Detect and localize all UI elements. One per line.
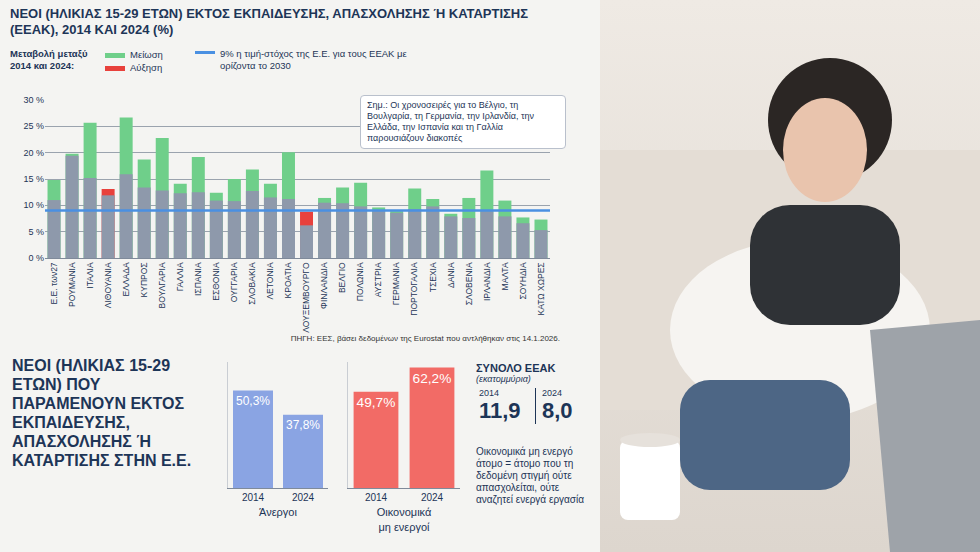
svg-text:62,2%: 62,2% — [413, 371, 452, 386]
svg-text:2024: 2024 — [421, 492, 444, 503]
svg-text:ΙΤΑΛΙΑ: ΙΤΑΛΙΑ — [85, 262, 95, 289]
svg-text:25 %: 25 % — [23, 121, 44, 131]
svg-text:10 %: 10 % — [23, 200, 44, 210]
svg-text:ΣΟΥΗΔΙΑ: ΣΟΥΗΔΙΑ — [518, 262, 528, 299]
html-text:8,0: 8,0 — [542, 398, 573, 423]
svg-text:Οικονομικάμη ενεργοί: Οικονομικάμη ενεργοί — [377, 506, 432, 532]
svg-text:ΙΣΠΑΝΙΑ: ΙΣΠΑΝΙΑ — [193, 262, 203, 296]
html-text:2024: 2024 — [542, 388, 562, 398]
svg-text:ΑΥΣΤΡΙΑ: ΑΥΣΤΡΙΑ — [373, 262, 383, 297]
svg-text:ΦΙΝΛΑΝΔΙΑ: ΦΙΝΛΑΝΔΙΑ — [319, 262, 329, 309]
html-text:Οικονομικά μη ενεργό άτομο = ά: Οικονομικά μη ενεργό άτομο = άτομο που τ… — [476, 446, 584, 505]
svg-text:ΚΥΠΡΟΣ: ΚΥΠΡΟΣ — [139, 262, 149, 297]
svg-text:ΡΟΥΜΑΝΙΑ: ΡΟΥΜΑΝΙΑ — [67, 262, 77, 307]
svg-text:ΓΑΛΛΙΑ: ΓΑΛΛΙΑ — [175, 262, 185, 291]
html-text:Αύξηση: Αύξηση — [130, 62, 163, 73]
svg-text:Άνεργοι: Άνεργοι — [259, 506, 297, 518]
html-text:11,9: 11,9 — [479, 398, 521, 423]
svg-text:30 %: 30 % — [23, 95, 44, 105]
svg-text:ΛΟΥΞΕΜΒΟΥΡΓΟ: ΛΟΥΞΕΜΒΟΥΡΓΟ — [301, 262, 311, 333]
svg-text:ΒΕΛΓΙΟ: ΒΕΛΓΙΟ — [337, 262, 347, 293]
svg-text:ΔΑΝΙΑ: ΔΑΝΙΑ — [446, 262, 456, 288]
svg-text:ΕΣΘΟΝΙΑ: ΕΣΘΟΝΙΑ — [211, 262, 221, 301]
svg-text:ΠΟΡΤΟΓΑΛΙΑ: ΠΟΡΤΟΓΑΛΙΑ — [409, 262, 419, 316]
svg-text:ΛΕΤΟΝΙΑ: ΛΕΤΟΝΙΑ — [265, 262, 275, 299]
svg-text:15 %: 15 % — [23, 174, 44, 184]
svg-text:2024: 2024 — [292, 492, 315, 503]
svg-text:2014: 2014 — [365, 492, 388, 503]
html-text:9% η τιμή-στόχος της Ε.Ε. για: 9% η τιμή-στόχος της Ε.Ε. για τους ΕΕΑΚ … — [220, 48, 407, 71]
html-text:Σημ.: Οι χρονοσειρές για το Βέ: Σημ.: Οι χρονοσειρές για το Βέλγιο, τη Β… — [367, 100, 535, 143]
svg-text:ΕΛΛΑΔΑ: ΕΛΛΑΔΑ — [121, 262, 131, 296]
html-text:2014: 2014 — [479, 388, 499, 398]
html-text:(εκατομμύρια): (εκατομμύρια) — [476, 374, 531, 384]
svg-text:ΜΑΛΤΑ: ΜΑΛΤΑ — [500, 262, 510, 290]
html-text:ΠΗΓΗ: ΕΕΣ, βάσει δεδομένων της: ΠΗΓΗ: ΕΕΣ, βάσει δεδομένων της Eurostat … — [290, 334, 560, 343]
svg-text:ΚΑΤΩ ΧΩΡΕΣ: ΚΑΤΩ ΧΩΡΕΣ — [536, 262, 546, 315]
html-text:ΣΥΝΟΛΟ ΕΕΑΚ: ΣΥΝΟΛΟ ΕΕΑΚ — [476, 362, 556, 374]
svg-text:ΟΥΓΓΑΡΙΑ: ΟΥΓΓΑΡΙΑ — [229, 262, 239, 302]
html-text:Μείωση: Μείωση — [130, 49, 163, 60]
svg-text:49,7%: 49,7% — [357, 395, 396, 410]
svg-text:ΙΡΛΑΝΔΙΑ: ΙΡΛΑΝΔΙΑ — [482, 262, 492, 301]
svg-text:Ε.Ε. των27: Ε.Ε. των27 — [49, 262, 59, 304]
svg-text:20 %: 20 % — [23, 148, 44, 158]
svg-text:ΛΙΘΟΥΑΝΙΑ: ΛΙΘΟΥΑΝΙΑ — [103, 262, 113, 308]
svg-text:ΣΛΟΒΑΚΙΑ: ΣΛΟΒΑΚΙΑ — [247, 262, 257, 305]
svg-text:ΚΡΟΑΤΙΑ: ΚΡΟΑΤΙΑ — [283, 262, 293, 298]
svg-text:0 %: 0 % — [28, 253, 44, 263]
svg-text:ΠΟΛΩΝΙΑ: ΠΟΛΩΝΙΑ — [355, 262, 365, 301]
html-text:ΝΕΟΙ (ΗΛΙΚΙΑΣ 15-29 ΕΤΩΝ) ΠΟΥ: ΝΕΟΙ (ΗΛΙΚΙΑΣ 15-29 ΕΤΩΝ) ΠΟΥ ΠΑΡΑΜΕΝΟΥΝ… — [12, 357, 192, 469]
svg-text:ΓΕΡΜΑΝΙΑ: ΓΕΡΜΑΝΙΑ — [391, 262, 401, 305]
svg-text:5 %: 5 % — [28, 227, 44, 237]
svg-text:2014: 2014 — [242, 492, 265, 503]
html-text:ΝΕΟΙ (ΗΛΙΚΙΑΣ 15-29 ΕΤΩΝ) ΕΚΤΟ: ΝΕΟΙ (ΗΛΙΚΙΑΣ 15-29 ΕΤΩΝ) ΕΚΤΟΣ ΕΚΠΑΙΔΕΥ… — [10, 6, 529, 37]
svg-text:37,8%: 37,8% — [286, 418, 320, 432]
svg-text:50,3%: 50,3% — [236, 394, 270, 408]
svg-text:ΒΟΥΛΓΑΡΙΑ: ΒΟΥΛΓΑΡΙΑ — [157, 262, 167, 308]
svg-text:ΤΣΕΧΙΑ: ΤΣΕΧΙΑ — [428, 262, 438, 292]
html-text:Μεταβολή μεταξύ 2014 και 2024:: Μεταβολή μεταξύ 2014 και 2024: — [10, 48, 88, 71]
svg-text:ΣΛΟΒΕΝΙΑ: ΣΛΟΒΕΝΙΑ — [464, 262, 474, 305]
